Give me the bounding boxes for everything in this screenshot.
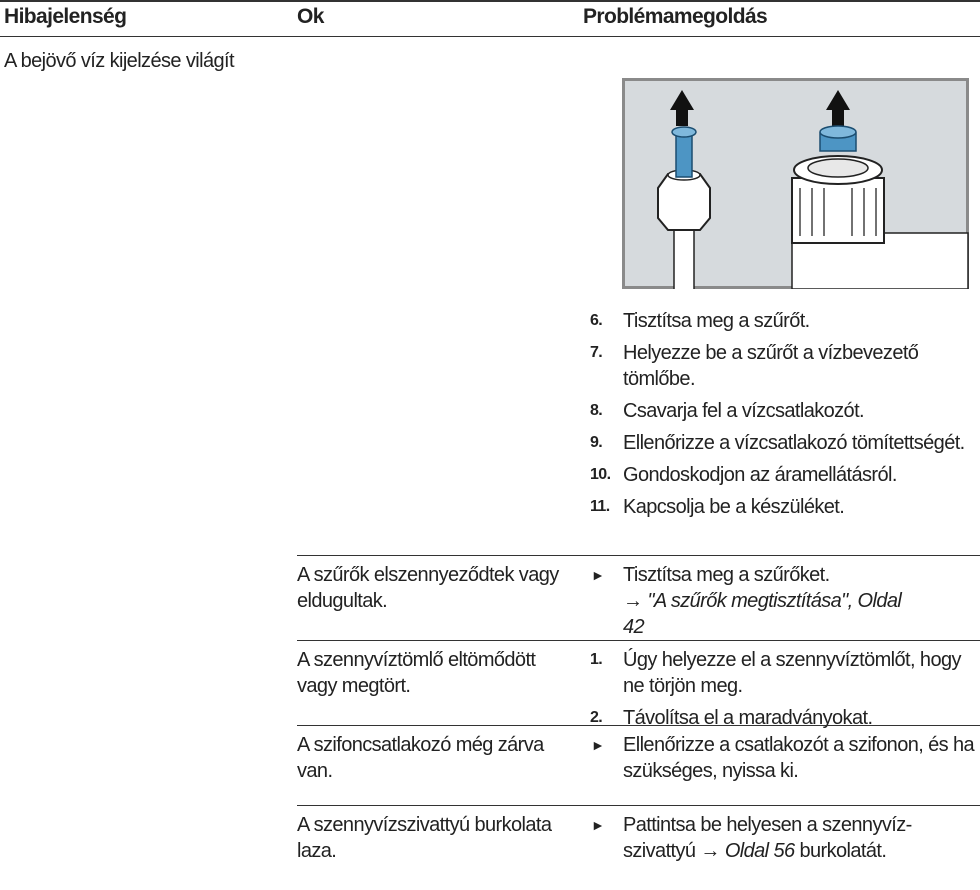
step-number: 1. [590,651,603,668]
step-number: 6. [590,312,603,329]
step-number: 11. [590,498,610,515]
step: 1. Úgy helyezze el a szennyvíztömlőt, hog… [583,647,978,699]
page-link[interactable]: Oldal 56 [724,840,795,862]
step-list: 1. Úgy helyezze el a szennyvíztömlőt, hog… [583,647,978,737]
bullet: ► [591,737,605,753]
solution: ► Ellenőrizze a csatlakozót a szifonon, … [583,732,978,784]
solution-text: Pattintsa be helyesen a szennyvíz­szivat… [623,812,973,864]
arrow: → [700,840,720,862]
step: 6. Tisztítsa meg a szűrőt. [583,308,978,334]
header-rule [0,36,980,37]
step-list: 6. Tisztítsa meg a szűrőt. 7. Helyezze be … [583,308,978,526]
step-text: Helyezze be a szűrőt a vízbevezető tömlő… [623,342,919,390]
solution: ► Tisztítsa meg a szűrőket. → "A szűrők m… [583,562,978,640]
cause: A szennyvíztömlő eltömődött vagy megtört… [297,649,536,697]
row-rule [297,640,980,641]
instruction: Tisztítsa meg a szűrőket. [623,564,830,586]
illustration [622,78,969,289]
step: 2. Távolítsa el a maradványokat. [583,705,978,731]
symptom: A bejövő víz kijelzése világít [4,50,235,72]
step-number: 2. [590,709,603,726]
step: 7. Helyezze be a szűrőt a vízbevezető töm… [583,340,978,392]
step: 8. Csavarja fel a vízcsatlakozót. [583,398,978,424]
solution-text: Ellenőrizze a csatlakozót a szifonon, és… [623,734,975,782]
step-text: Tisztítsa meg a szűrőt. [623,310,810,332]
step-text: Távolítsa el a maradványokat. [623,707,873,729]
step-text: Úgy helyezze el a szennyvíztömlőt, hogy … [623,649,961,697]
arrow: → [623,590,643,612]
row-rule [297,555,980,556]
instruction: Pattintsa be helyesen a szennyvíz­szivat… [623,814,913,862]
step: 10. Gondoskodjon az áramellátásról. [583,462,978,488]
top-rule [0,0,980,2]
reference: → "A szűrők megtisztítása", Oldal 42 [623,588,923,640]
solution-text: Tisztítsa meg a szűrőket. → "A szűrők meg… [623,562,923,640]
cause: A szűrők elszennyeződtek vagy eldugultak… [297,564,559,612]
step-number: 7. [590,344,603,361]
row-rule [297,805,980,806]
step-text: Ellenőrizze a vízcsatlakozó tömített­ség… [623,432,965,454]
step: 9. Ellenőrizze a vízcsatlakozó tömített­s… [583,430,978,456]
header-cell: Hibajelenség [4,5,127,28]
step-number: 8. [590,402,603,419]
cause: A szifoncsatlakozó még zár­va van. [297,734,544,782]
page-link[interactable]: "A szűrők megtisztítása", Oldal 42 [623,590,902,638]
step-text: Gondoskodjon az áramellátásról. [623,464,897,486]
row-rule [297,725,980,726]
header-cell: Ok [297,5,324,28]
bullet: ► [591,817,605,833]
step-text: Kapcsolja be a készüléket. [623,496,845,518]
step-number: 10. [590,466,611,483]
step: 11. Kapcsolja be a készüléket. [583,494,978,520]
instruction-end: burkolatát. [799,840,887,862]
cause: A szennyvízszivattyú burko­lata laza. [297,814,552,862]
step-number: 9. [590,434,603,451]
bullet: ► [591,567,605,583]
solution: ► Pattintsa be helyesen a szennyvíz­sziv… [583,812,978,864]
header-cell: Problémamegoldás [583,5,768,28]
step-text: Csavarja fel a vízcsatlakozót. [623,400,865,422]
